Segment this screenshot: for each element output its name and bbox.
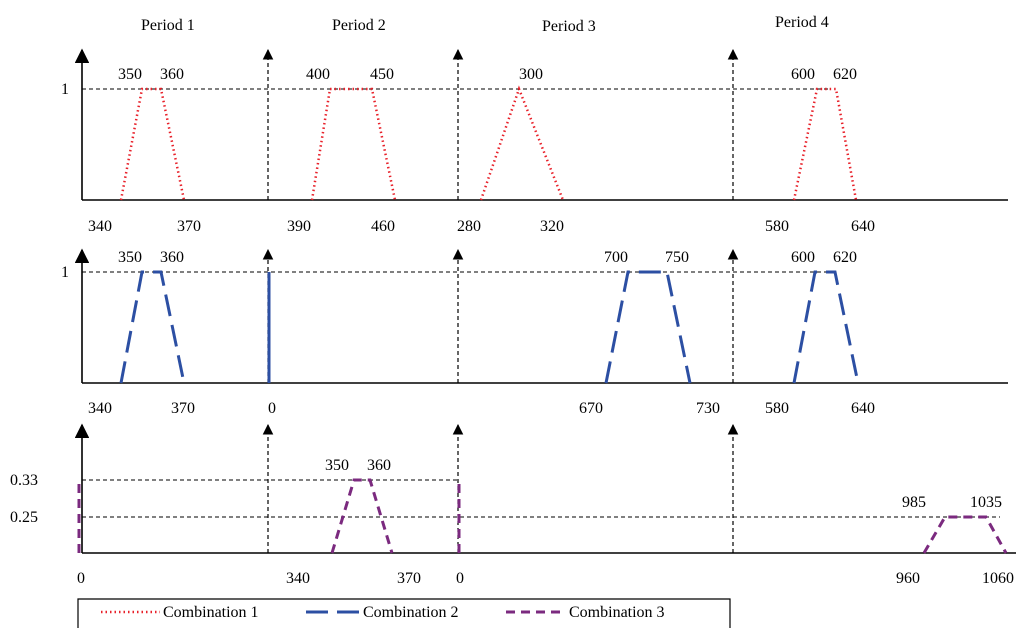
tick-label: 390: [287, 218, 311, 235]
tick-label: 400: [306, 66, 330, 83]
tick-label: 960: [896, 570, 920, 587]
period-3-label: Period 3: [542, 18, 596, 35]
level-label: 1: [61, 81, 69, 98]
tick-label: 350: [118, 249, 142, 266]
combination-2-p3: [604, 270, 692, 384]
level-label: 0.33: [10, 472, 38, 489]
legend-label-combination-3: Combination 3: [569, 604, 665, 621]
tick-label: 620: [833, 66, 857, 83]
row-combination-2: 1 350 360 340 370 0 700 750 670 730 600 …: [61, 248, 1008, 417]
tick-label: 370: [177, 218, 201, 235]
tick-label: 620: [833, 249, 857, 266]
period-4-label: Period 4: [775, 14, 829, 31]
tick-label: 450: [370, 66, 394, 83]
tick-label: 360: [160, 66, 184, 83]
tick-label: 0: [456, 570, 464, 587]
combination-2-p1: [119, 270, 186, 384]
tick-label: 1060: [982, 570, 1014, 587]
row-combination-3: 0.33 0.25 0 350 360 340 370 0 985 1035 9…: [10, 423, 1016, 587]
tick-label: 1035: [970, 494, 1002, 511]
legend-frame: [77, 598, 731, 628]
tick-label: 600: [791, 249, 815, 266]
tick-label: 580: [765, 400, 789, 417]
tick-label: 370: [171, 400, 195, 417]
tick-label: 300: [519, 66, 543, 83]
legend-label-combination-1: Combination 1: [163, 604, 259, 621]
tick-label: 640: [851, 400, 875, 417]
tick-label: 700: [604, 249, 628, 266]
tick-label: 320: [540, 218, 564, 235]
tick-label: 0: [268, 400, 276, 417]
tick-label: 350: [325, 457, 349, 474]
tick-label: 670: [579, 400, 603, 417]
tick-label: 360: [367, 457, 391, 474]
legend-label-combination-2: Combination 2: [363, 604, 459, 621]
combination-1-p4: [792, 87, 858, 201]
tick-label: 460: [371, 218, 395, 235]
combination-1-p1: [119, 87, 186, 201]
tick-label: 340: [88, 218, 112, 235]
combination-3-p4: [922, 515, 1008, 554]
combination-1-p3: [479, 85, 565, 201]
tick-label: 340: [88, 400, 112, 417]
legend: Combination 1 Combination 2 Combination …: [77, 598, 731, 628]
tick-label: 580: [765, 218, 789, 235]
combination-1-p2: [310, 87, 397, 201]
tick-label: 750: [665, 249, 689, 266]
tick-label: 640: [851, 218, 875, 235]
combination-2-p4: [792, 270, 860, 384]
row-combination-1: 1 350 360 340 370 400 450 390 460 300 28…: [61, 48, 1008, 235]
tick-label: 360: [160, 249, 184, 266]
tick-label: 340: [286, 570, 310, 587]
combination-3-p2: [330, 478, 394, 554]
tick-label: 350: [118, 66, 142, 83]
level-label: 0.25: [10, 509, 38, 526]
tick-label: 985: [902, 494, 926, 511]
tick-label: 0: [77, 570, 85, 587]
tick-label: 280: [457, 218, 481, 235]
level-label: 1: [61, 264, 69, 281]
tick-label: 600: [791, 66, 815, 83]
tick-label: 730: [696, 400, 720, 417]
period-1-label: Period 1: [141, 17, 195, 34]
tick-label: 370: [397, 570, 421, 587]
period-2-label: Period 2: [332, 17, 386, 34]
